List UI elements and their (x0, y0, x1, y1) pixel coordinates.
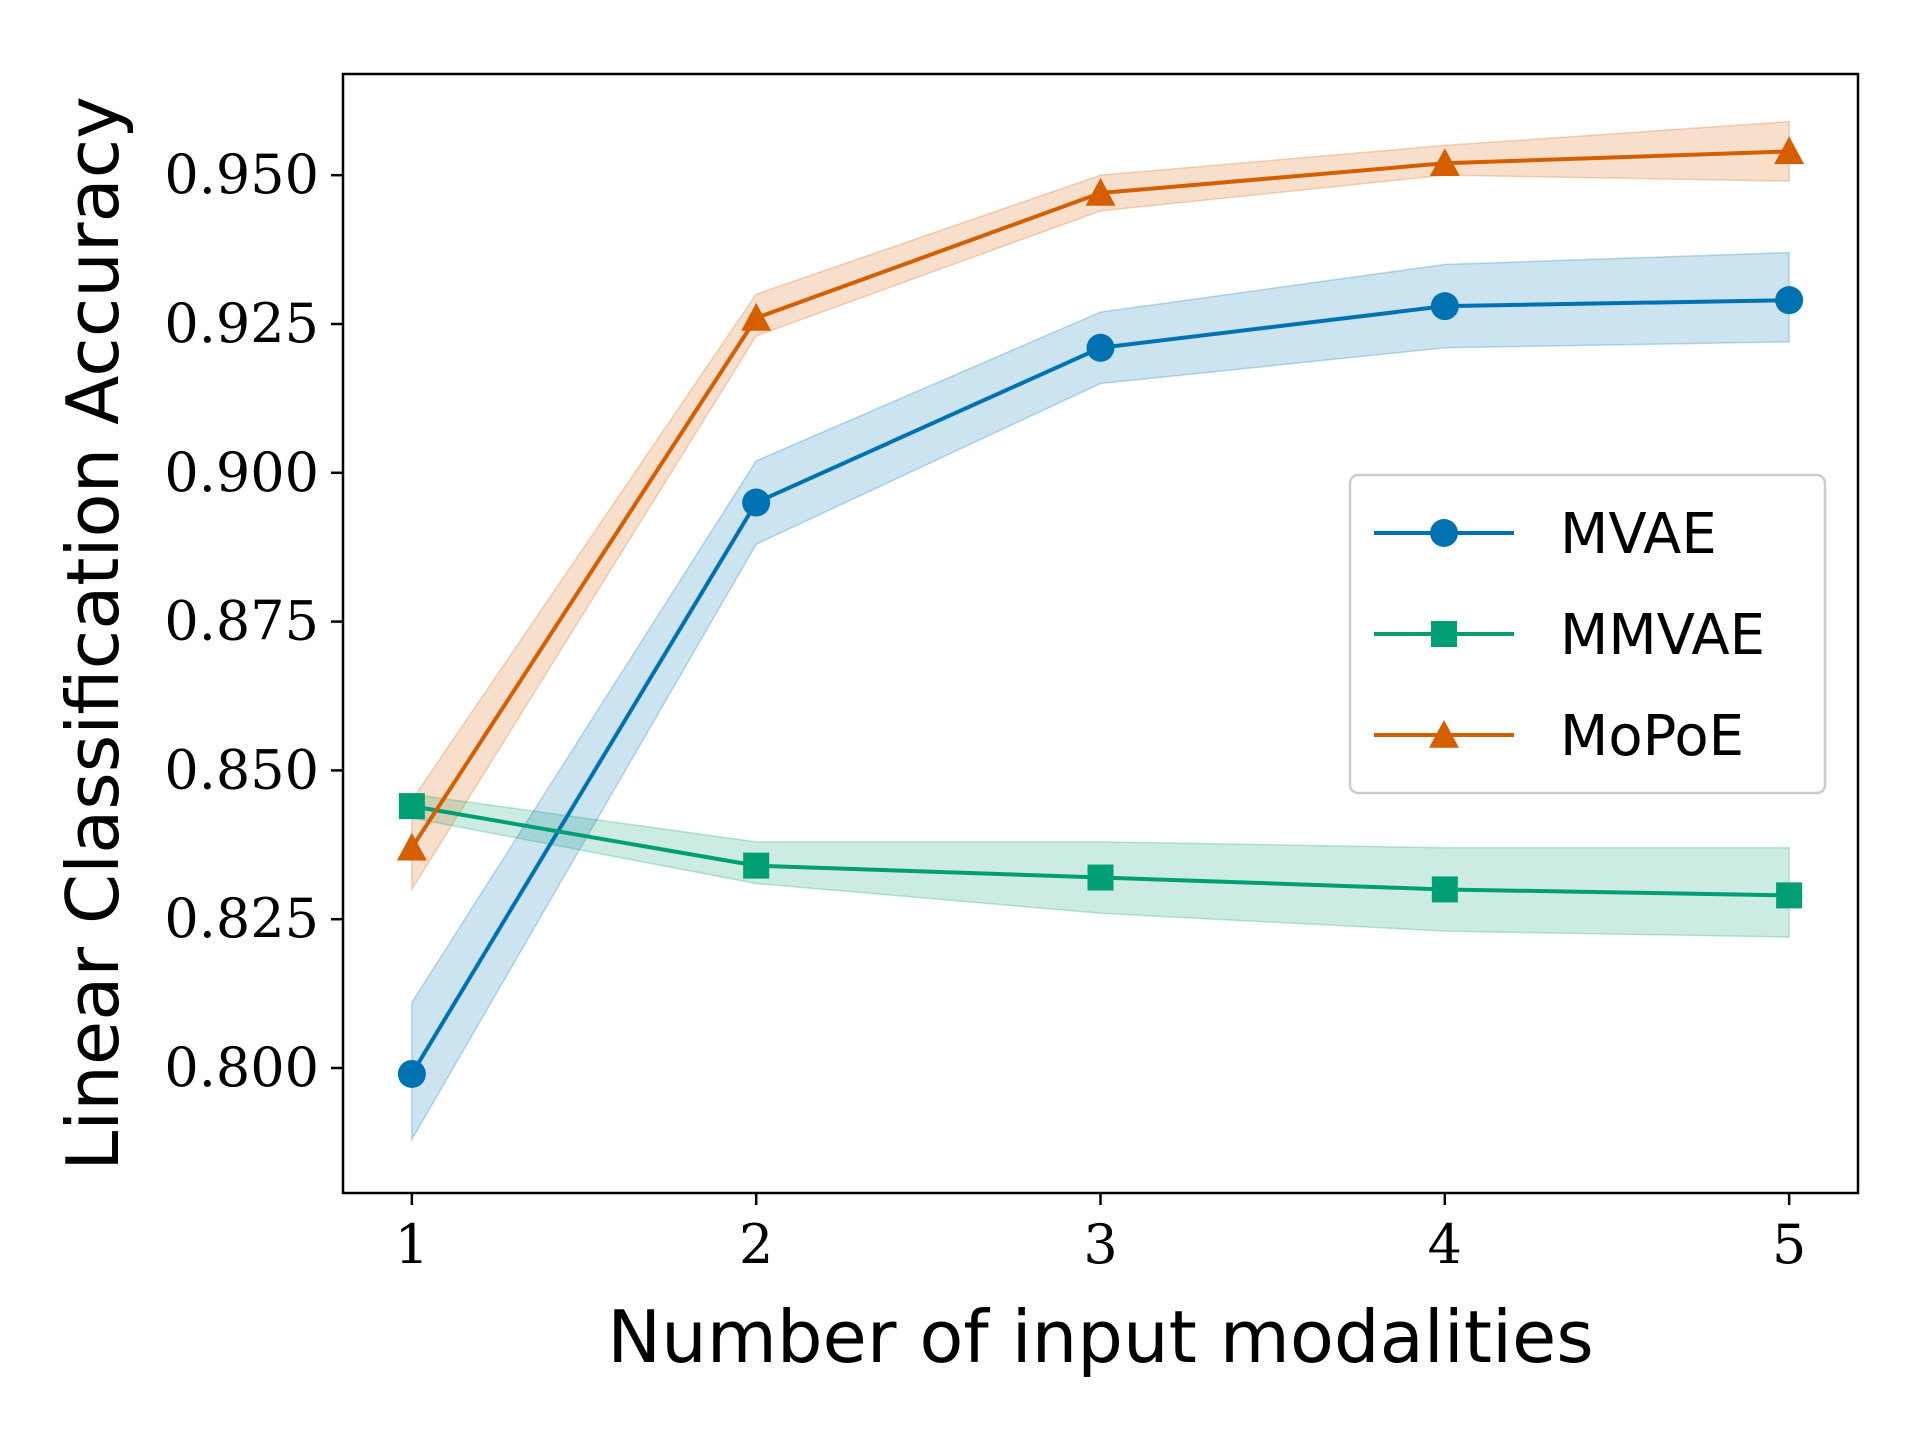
mopoe-point (1085, 178, 1116, 206)
mmvae-point (1431, 876, 1458, 903)
y-tick-label: 0.850 (164, 738, 319, 801)
x-axis-ticks: 1 2 3 4 5 (395, 1193, 1806, 1276)
y-axis-ticks: 0.800 0.825 0.850 0.875 0.900 0.925 0.950 (164, 143, 343, 1099)
mmvae-legend-label: MMVAE (1560, 603, 1765, 668)
mvae-point (1086, 333, 1115, 362)
mopoe-legend-label: MoPoE (1560, 704, 1744, 769)
x-tick-label: 2 (739, 1213, 773, 1276)
mvae-legend-marker (1430, 519, 1458, 547)
x-tick-label: 4 (1428, 1213, 1462, 1276)
x-tick-label: 5 (1772, 1213, 1806, 1276)
mvae-confidence-band (411, 251, 1790, 1143)
mvae-point (742, 488, 771, 517)
x-axis-title: Number of input modalities (607, 1295, 1594, 1379)
mvae-legend-label: MVAE (1560, 502, 1717, 567)
mopoe-point (741, 303, 772, 331)
mopoe-point (1429, 148, 1460, 177)
mvae-point (1430, 292, 1459, 321)
y-tick-label: 0.950 (164, 143, 319, 206)
mmvae-point (1776, 882, 1803, 909)
mvae-point (1775, 286, 1804, 315)
legend: MVAE MMVAE MoPoE (1348, 473, 1827, 795)
mopoe-point (1774, 136, 1805, 165)
legend-box (1348, 473, 1827, 795)
mopoe-point (396, 832, 427, 861)
y-axis-title: Linear Classification Accuracy (51, 96, 135, 1171)
y-tick-label: 0.825 (164, 887, 319, 950)
mvae-point (397, 1059, 426, 1088)
x-tick-label: 3 (1083, 1213, 1117, 1276)
y-tick-label: 0.925 (164, 292, 319, 355)
series-markers (396, 136, 1805, 1088)
x-tick-label: 1 (395, 1213, 429, 1276)
mmvae-point (1087, 864, 1114, 891)
mmvae-legend-marker (1431, 621, 1457, 647)
y-tick-label: 0.900 (164, 441, 319, 504)
y-tick-label: 0.800 (164, 1036, 319, 1099)
mmvae-point (743, 852, 770, 879)
mopoe-legend-marker (1429, 720, 1459, 748)
y-tick-label: 0.875 (164, 590, 319, 653)
mmvae-point (398, 793, 425, 820)
